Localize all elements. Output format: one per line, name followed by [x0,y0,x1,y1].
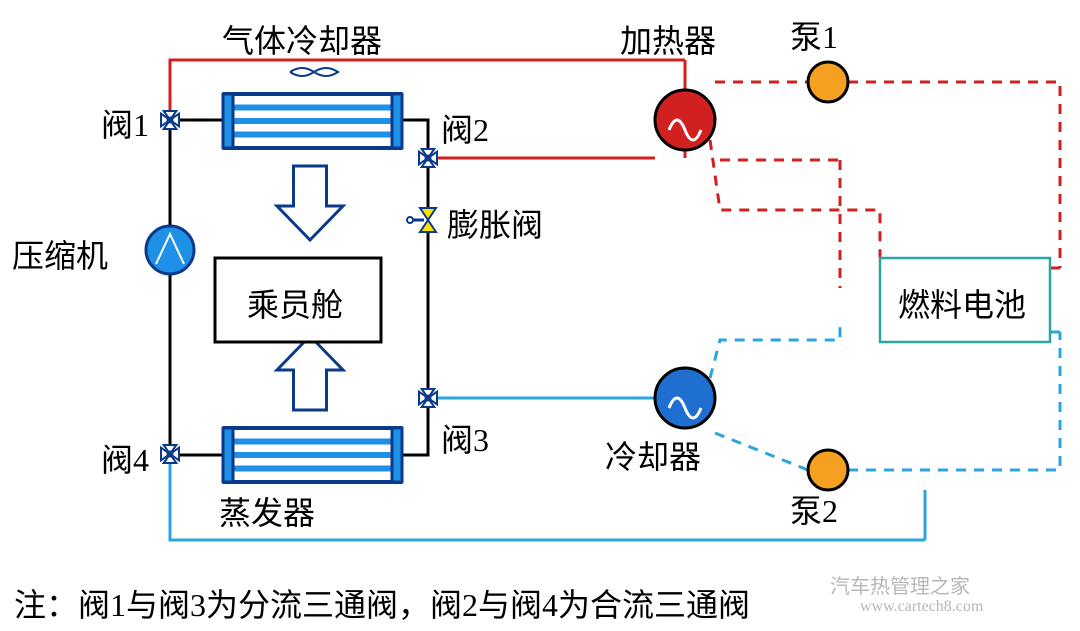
compressor-label: 压缩机 [12,231,108,277]
pump2-label: 泵2 [790,486,838,532]
watermark-1: 汽车热管理之家 [830,570,970,599]
gas-cooler-label: 气体冷却器 [222,16,382,62]
valve3-label: 阀3 [441,415,489,461]
note-text: 注：阀1与阀3为分流三通阀，阀2与阀4为合流三通阀 [14,580,750,626]
watermark-2: www.cartech8.com [860,598,983,616]
cabin-label: 乘员舱 [247,280,343,326]
expansion-valve-label: 膨胀阀 [447,200,543,246]
pump1-label: 泵1 [790,12,838,58]
valve2-label: 阀2 [441,105,489,151]
heater-label: 加热器 [620,16,716,62]
valve4-label: 阀4 [101,435,149,481]
evaporator-label: 蒸发器 [219,488,315,534]
cooler-label: 冷却器 [605,432,701,478]
valve1-label: 阀1 [101,100,149,146]
fuel-cell-label: 燃料电池 [898,280,1026,326]
